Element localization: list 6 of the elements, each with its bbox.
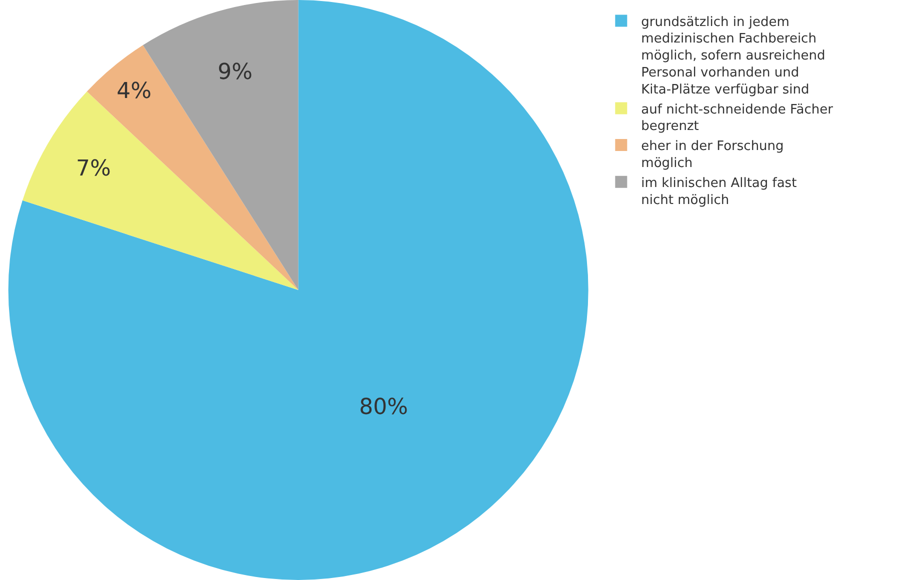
data-label: 7% bbox=[76, 156, 111, 182]
data-label: 9% bbox=[218, 60, 253, 85]
data-label: 80% bbox=[359, 394, 408, 420]
data-label: 4% bbox=[116, 78, 152, 104]
legend-label: im klinischen Alltag fast nicht möglich bbox=[641, 176, 797, 208]
pie-slice bbox=[8, 0, 588, 580]
